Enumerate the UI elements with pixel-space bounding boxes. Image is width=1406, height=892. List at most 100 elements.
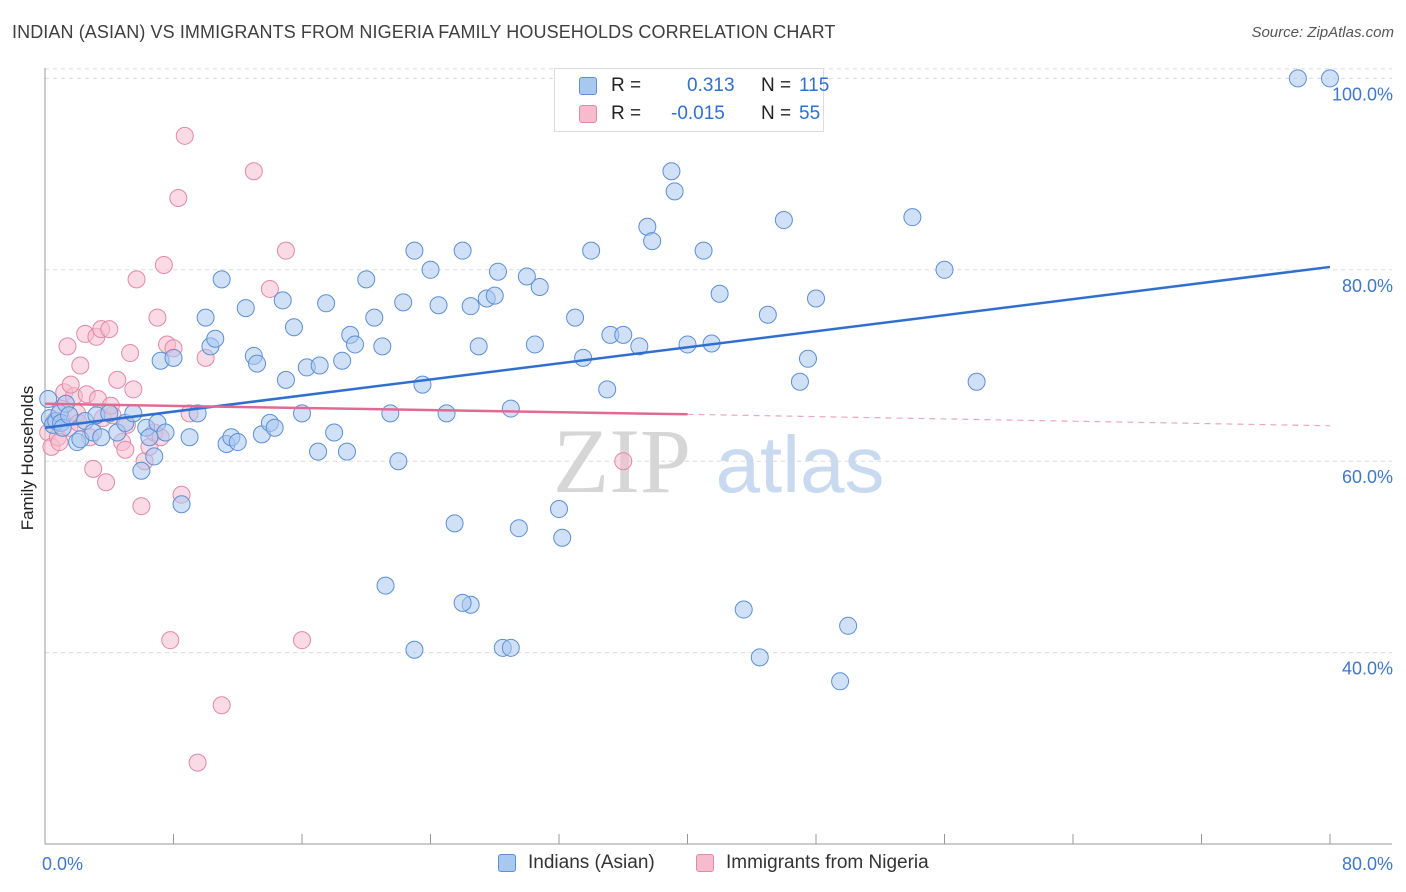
series-nigeria-points [39, 126, 633, 772]
data-point [501, 638, 520, 657]
data-point [405, 241, 424, 260]
data-point [421, 260, 440, 279]
data-point [381, 404, 400, 423]
data-point [517, 267, 536, 286]
data-point [614, 325, 633, 344]
data-point [453, 241, 472, 260]
data-point [750, 648, 769, 667]
data-point [774, 211, 793, 230]
data-point [116, 440, 135, 459]
data-point [333, 351, 352, 370]
data-point [429, 296, 448, 315]
data-point [169, 189, 188, 208]
legend-r-label: R = [611, 103, 642, 124]
correlation-legend: R = 0.313 N = 115 R = -0.015 N = 55 [554, 68, 829, 132]
legend-r-value: 0.313 [687, 75, 735, 96]
data-point [376, 576, 395, 595]
tick-labels: 40.0% 60.0% 80.0% 100.0% 0.0% 80.0% [42, 84, 1393, 874]
source-label[interactable]: Source: ZipAtlas.com [1251, 24, 1394, 41]
y-tick-label: 40.0% [1342, 659, 1393, 679]
watermark: ZIP atlas [553, 410, 884, 512]
data-point [284, 318, 303, 337]
data-point [614, 452, 633, 471]
y-tick-label: 60.0% [1342, 467, 1393, 487]
legend-n-label: N = [761, 103, 792, 124]
data-point [525, 335, 544, 354]
data-point [92, 428, 111, 447]
data-point [172, 495, 191, 514]
data-point [710, 284, 729, 303]
data-point [212, 696, 231, 715]
data-point [124, 404, 143, 423]
legend-n-label: N = [761, 75, 792, 96]
legend-swatch-blue [498, 854, 516, 872]
data-point [598, 380, 617, 399]
legend-swatch-pink [696, 854, 714, 872]
data-point [248, 354, 267, 373]
axes [44, 68, 1392, 845]
legend-series-name: Immigrants from Nigeria [726, 852, 929, 873]
data-point [437, 404, 456, 423]
data-point [206, 329, 225, 348]
data-point [662, 162, 681, 181]
data-point [509, 519, 528, 538]
data-point [100, 320, 119, 339]
data-point [60, 406, 79, 425]
data-point [161, 631, 180, 650]
x-tick-label: 0.0% [42, 854, 83, 874]
trend-line-nigeria [44, 402, 688, 416]
data-point [71, 356, 90, 375]
data-point [488, 262, 507, 281]
data-point [273, 291, 292, 310]
data-point [317, 294, 336, 313]
data-point [550, 500, 568, 519]
data-point [293, 631, 311, 650]
data-point [276, 241, 295, 260]
data-point [365, 308, 384, 327]
data-point [132, 497, 151, 516]
data-point [665, 182, 684, 201]
chart-title: INDIAN (ASIAN) VS IMMIGRANTS FROM NIGERI… [12, 22, 836, 42]
data-point [265, 418, 284, 437]
data-point [84, 459, 103, 478]
data-point [61, 375, 80, 394]
data-point [260, 279, 279, 298]
data-point [935, 260, 954, 279]
data-point [469, 337, 488, 356]
data-point [630, 337, 649, 356]
data-point [108, 370, 127, 389]
data-point [228, 433, 247, 452]
data-point [967, 372, 986, 391]
data-point [798, 349, 817, 368]
x-tick-label: 80.0% [1342, 854, 1393, 874]
data-point [309, 442, 328, 461]
data-point [373, 337, 392, 356]
data-point [694, 241, 713, 260]
data-point [325, 423, 344, 442]
data-point [180, 428, 199, 447]
data-point [346, 335, 365, 354]
data-point [164, 348, 183, 367]
data-point [501, 399, 520, 418]
data-point [405, 640, 424, 659]
data-point [582, 241, 601, 260]
legend-r-label: R = [611, 75, 642, 96]
data-point [389, 452, 408, 471]
data-point [175, 126, 194, 145]
data-point [154, 256, 173, 275]
data-point [156, 423, 175, 442]
data-point [453, 593, 472, 612]
data-point [758, 305, 777, 324]
data-point [485, 286, 504, 305]
legend-r-value: -0.015 [671, 103, 725, 124]
data-point [678, 335, 697, 354]
data-point [734, 600, 753, 619]
series-indian-points [39, 69, 1339, 691]
data-point [394, 293, 413, 312]
data-point [530, 278, 549, 297]
data-point [132, 461, 151, 480]
data-point [145, 447, 164, 466]
y-tick-label: 100.0% [1332, 84, 1393, 104]
data-point [124, 380, 143, 399]
